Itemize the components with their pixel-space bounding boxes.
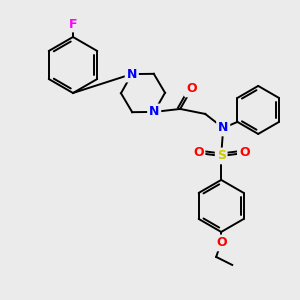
Text: N: N bbox=[149, 105, 159, 119]
Text: F: F bbox=[69, 17, 77, 31]
Text: O: O bbox=[239, 146, 250, 159]
Text: N: N bbox=[127, 68, 137, 81]
Text: S: S bbox=[217, 149, 226, 162]
Text: O: O bbox=[216, 236, 226, 249]
Text: O: O bbox=[193, 146, 203, 159]
Text: N: N bbox=[218, 122, 228, 134]
Text: O: O bbox=[186, 82, 196, 95]
